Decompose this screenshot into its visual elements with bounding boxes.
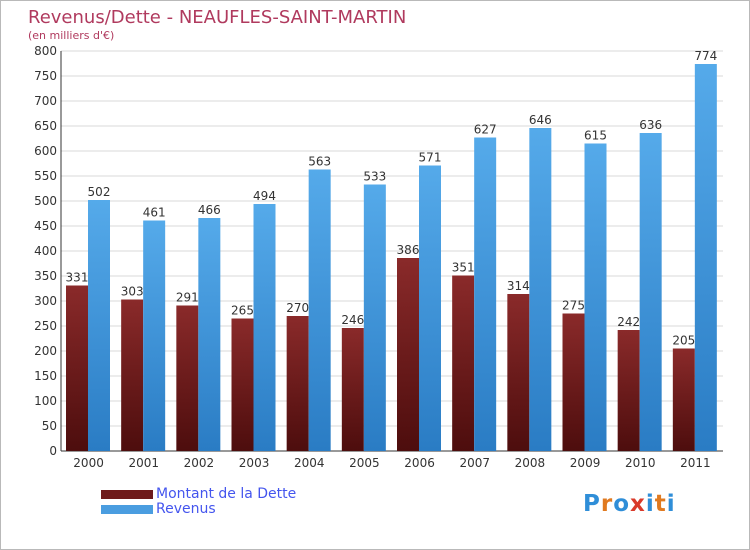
bar-debt-2003 [231,318,254,451]
data-label-revenue-2004: 563 [308,155,331,169]
data-label-revenue-2005: 533 [363,170,386,184]
x-tick-label-2001: 2001 [128,456,159,470]
x-tick-label-2009: 2009 [570,456,601,470]
data-label-debt-2005: 246 [341,313,364,327]
logo-letter: x [630,491,646,517]
bar-revenue-2000 [88,200,110,451]
data-label-revenue-2006: 571 [419,151,442,165]
x-tick-label-2006: 2006 [404,456,435,470]
data-label-revenue-2009: 615 [584,129,607,143]
data-label-revenue-2001: 461 [143,206,166,220]
legend-label-debt: Montant de la Dette [156,486,297,502]
bar-debt-2000 [66,285,88,451]
data-label-revenue-2007: 627 [474,123,497,137]
y-tick-label: 0 [49,444,57,458]
data-label-debt-2009: 275 [562,299,585,313]
bar-debt-2009 [562,313,585,451]
data-label-debt-2004: 270 [286,301,309,315]
y-tick-label: 700 [34,94,57,108]
bar-debt-2006 [397,258,419,451]
bar-revenue-2001 [143,220,166,451]
data-label-debt-2002: 291 [176,291,199,305]
bar-debt-2007 [452,275,475,451]
data-label-revenue-2011: 774 [694,49,717,63]
data-label-debt-2000: 331 [66,271,89,285]
y-tick-label: 150 [34,369,57,383]
legend-label-revenue: Revenus [156,501,216,517]
bar-debt-2010 [617,330,640,451]
x-tick-label-2010: 2010 [625,456,656,470]
y-tick-label: 800 [34,44,57,58]
y-tick-label: 300 [34,294,57,308]
legend-swatch-debt [101,490,153,499]
axes [60,51,723,452]
data-label-debt-2010: 242 [617,315,640,329]
x-tick-label-2000: 2000 [73,456,104,470]
logo-letter: r [600,491,614,517]
x-tick-label-2002: 2002 [184,456,215,470]
data-label-revenue-2003: 494 [253,189,276,203]
y-tick-label: 400 [34,244,57,258]
bar-revenue-2010 [639,133,662,451]
bar-revenue-2009 [584,143,607,451]
tick-labels: 0 50 100 150 200 250 300 350 400 450 500 550 600 650 7… [34,44,711,470]
x-tick-label-2007: 2007 [459,456,490,470]
y-tick-label: 650 [34,119,57,133]
y-tick-label: 100 [34,394,57,408]
chart-subtitle: (en milliers d'€) [28,29,115,42]
bar-debt-2005 [341,328,364,451]
data-label-debt-2011: 205 [672,334,695,348]
logo-letter: o [613,491,631,517]
y-tick-label: 550 [34,169,57,183]
data-label-revenue-2008: 646 [529,113,552,127]
y-tick-label: 500 [34,194,57,208]
logo-letter: P [583,491,601,517]
y-tick-label: 250 [34,319,57,333]
y-tick-label: 750 [34,69,57,83]
x-tick-label-2008: 2008 [515,456,546,470]
bar-debt-2002 [176,305,199,451]
bars [66,64,717,451]
bar-debt-2008 [507,294,530,451]
y-tick-label: 600 [34,144,57,158]
bar-revenue-2005 [363,184,386,451]
legend-swatch-revenue [101,505,153,514]
logo-letter: i [645,491,655,517]
y-tick-label: 350 [34,269,57,283]
data-label-debt-2006: 386 [397,243,420,257]
data-label-debt-2001: 303 [121,285,144,299]
bar-revenue-2002 [198,218,221,451]
bar-revenue-2007 [474,137,497,451]
y-tick-label: 200 [34,344,57,358]
x-tick-label-2003: 2003 [239,456,270,470]
bar-revenue-2011 [694,64,717,451]
x-tick-label-2005: 2005 [349,456,380,470]
logo-letter: i [666,491,676,517]
data-label-revenue-2000: 502 [88,185,111,199]
bar-revenue-2006 [419,165,441,451]
bar-debt-2001 [121,299,144,451]
x-tick-label-2004: 2004 [294,456,325,470]
bar-debt-2011 [672,348,695,451]
grid-lines [61,50,723,452]
logo-letter: t [654,491,667,517]
data-label-debt-2003: 265 [231,304,254,318]
bar-revenue-2003 [253,204,276,451]
data-labels: 331 502 303 461 291 466 265 494 270 563 246 533 386 5… [66,49,718,348]
y-tick-label: 450 [34,219,57,233]
chart-title: Revenus/Dette - NEAUFLES-SAINT-MARTIN [28,7,407,28]
data-label-debt-2008: 314 [507,279,530,293]
proxiti-logo: Proxiti [583,491,676,517]
data-label-revenue-2002: 466 [198,203,221,217]
bar-debt-2004 [286,316,309,451]
bar-revenue-2008 [529,128,552,451]
bar-revenue-2004 [308,169,331,451]
data-label-revenue-2010: 636 [639,118,662,132]
y-tick-label: 50 [42,419,57,433]
data-label-debt-2007: 351 [452,261,475,275]
x-tick-label-2011: 2011 [680,456,711,470]
